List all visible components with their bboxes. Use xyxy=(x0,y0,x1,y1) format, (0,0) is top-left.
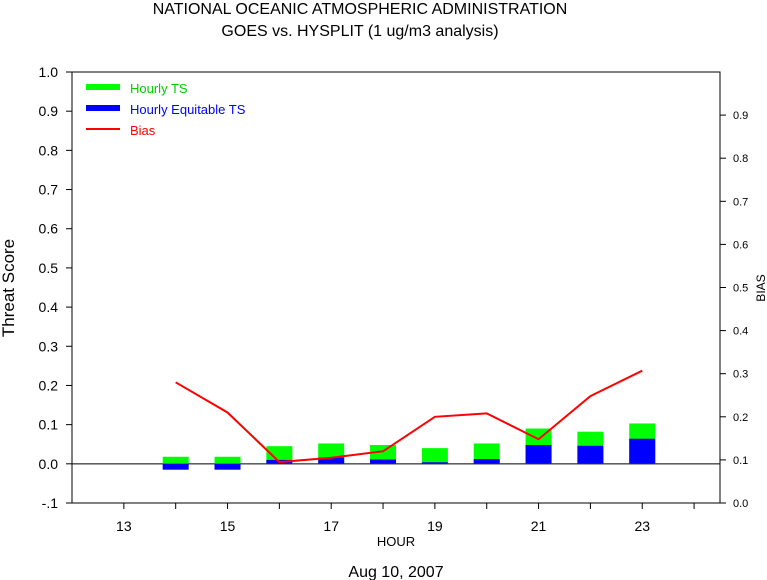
y2-tick-label: 0.7 xyxy=(733,196,748,208)
x-axis: 13 15 17 19 21 23 xyxy=(116,503,695,534)
y-axis-left: -.1 0.0 0.1 0.2 0.3 0.4 0.5 0.6 0.7 0.8 0.9 1.0 xyxy=(39,64,72,511)
bar-hourly-equitable-ts xyxy=(214,463,241,470)
bar-hourly-ts xyxy=(421,448,448,464)
legend-swatch-hourly-ts xyxy=(86,84,120,90)
x-tick-label: 23 xyxy=(634,518,650,534)
bar-hourly-equitable-ts xyxy=(577,445,604,464)
x-tick-label: 21 xyxy=(531,518,547,534)
date-label: Aug 10, 2007 xyxy=(348,564,443,580)
y-tick-label: 0.4 xyxy=(39,299,59,315)
y-axis-label: Threat Score xyxy=(0,239,18,337)
plot-frame xyxy=(71,71,721,504)
y-tick-label: -.1 xyxy=(42,495,59,511)
y2-tick-label: 0.1 xyxy=(733,455,748,467)
legend-swatch-hourly-equitable-ts xyxy=(86,105,120,111)
bar-hourly-equitable-ts xyxy=(318,457,345,464)
y-tick-label: 0.1 xyxy=(39,417,59,433)
y-tick-label: 0.7 xyxy=(39,182,59,198)
y-tick-label: 0.9 xyxy=(39,103,59,119)
chart-subtitle: GOES vs. HYSPLIT (1 ug/m3 analysis) xyxy=(221,23,498,40)
y2-tick-label: 0.5 xyxy=(733,283,748,295)
y2-tick-label: 0.4 xyxy=(733,326,748,338)
x-tick-label: 19 xyxy=(427,518,443,534)
chart-title: NATIONAL OCEANIC ATMOSPHERIC ADMINISTRAT… xyxy=(153,1,568,18)
y2-tick-label: 0.6 xyxy=(733,239,748,251)
x-tick-label: 13 xyxy=(116,518,132,534)
y-tick-label: 0.8 xyxy=(39,142,59,158)
bar-hourly-ts xyxy=(214,456,241,464)
bar-hourly-equitable-ts xyxy=(421,462,448,464)
y2-tick-label: 0.2 xyxy=(733,412,748,424)
bar-hourly-ts xyxy=(473,443,500,464)
bar-hourly-ts xyxy=(370,445,397,464)
bar-hourly-equitable-ts xyxy=(162,463,189,470)
bar-hourly-equitable-ts xyxy=(525,445,552,464)
y-tick-label: 1.0 xyxy=(39,64,59,80)
legend-label-hourly-ts: Hourly TS xyxy=(130,81,188,96)
y2-tick-label: 0.8 xyxy=(733,153,748,165)
legend: Hourly TS Hourly Equitable TS Bias xyxy=(86,81,246,138)
y-tick-label: 0.6 xyxy=(39,221,59,237)
x-tick-label: 17 xyxy=(323,518,339,534)
bar-hourly-ts xyxy=(266,446,293,464)
y-tick-label: 0.3 xyxy=(39,338,59,354)
y-tick-label: 0.0 xyxy=(39,456,59,472)
bar-hourly-equitable-ts xyxy=(370,459,397,464)
x-axis-label: HOUR xyxy=(377,534,415,549)
y-axis-right: 0.0 0.1 0.2 0.3 0.4 0.5 0.6 0.7 0.8 0.9 xyxy=(720,110,748,510)
y-tick-label: 0.2 xyxy=(39,377,59,393)
x-tick-label: 15 xyxy=(220,518,236,534)
y-tick-label: 0.5 xyxy=(39,260,59,276)
legend-label-hourly-equitable-ts: Hourly Equitable TS xyxy=(130,102,246,117)
series-hourly-equitable-ts xyxy=(162,438,656,470)
bar-hourly-equitable-ts xyxy=(473,459,500,464)
bar-hourly-equitable-ts xyxy=(629,438,656,464)
bar-hourly-ts xyxy=(162,456,189,464)
y2-axis-label: BIAS xyxy=(754,274,767,301)
y2-tick-label: 0.3 xyxy=(733,369,748,381)
series-bias-line xyxy=(175,369,643,464)
y2-tick-label: 0.9 xyxy=(733,110,748,122)
y2-tick-label: 0.0 xyxy=(733,498,748,510)
legend-label-bias: Bias xyxy=(130,123,156,138)
